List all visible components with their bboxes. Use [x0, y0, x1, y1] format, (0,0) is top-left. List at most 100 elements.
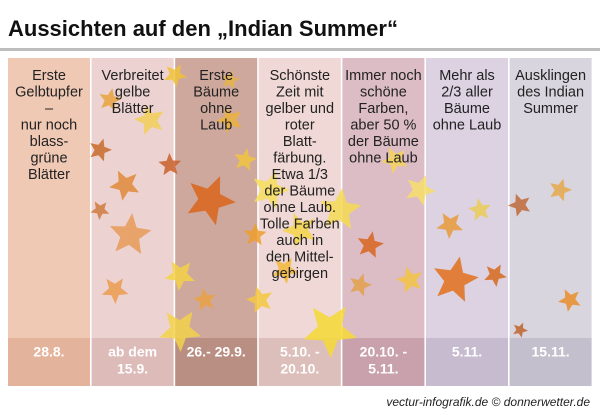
leaves: [90, 64, 581, 358]
column-text: 2/3 aller: [441, 84, 493, 100]
column-text: Farben,: [358, 101, 408, 117]
leaf: [381, 147, 408, 174]
column-text: Ausklingen: [515, 68, 586, 84]
column-text: gelber und: [266, 101, 335, 117]
leaf: [357, 231, 384, 258]
leaf: [101, 278, 129, 304]
leaf: [406, 175, 436, 206]
credit: vectur-infografik.de © donnerwetter.de: [386, 395, 590, 409]
column-text: Laub: [200, 117, 232, 133]
leaf: [109, 213, 152, 254]
date-text: 15.11.: [532, 344, 570, 360]
date-text: 26.- 29.9.: [187, 344, 246, 360]
leaf: [109, 170, 140, 201]
columns: [8, 58, 592, 386]
leaf: [99, 88, 122, 111]
column-text: nur noch: [21, 117, 77, 133]
column-text: ohne Laub.: [264, 200, 337, 216]
column-text: blass-: [30, 134, 69, 150]
date-bg: [175, 338, 258, 386]
leaf: [558, 289, 581, 312]
leaf: [246, 286, 272, 313]
leaf: [282, 213, 315, 248]
leaf: [216, 106, 242, 134]
date-text: 5.11.: [368, 361, 398, 377]
column-text: Blätter: [112, 101, 154, 117]
column-text: Tolle Farben: [260, 216, 340, 232]
column-text: Immer noch: [345, 68, 422, 84]
column-text: Summer: [523, 101, 578, 117]
column-text: den Mittel-: [266, 249, 334, 265]
column-text: ohne Laub: [349, 150, 418, 166]
column-text: Blätter: [28, 167, 70, 183]
column-text: Blatt-: [283, 134, 317, 150]
column-text: gelbe: [115, 84, 150, 100]
leaf: [187, 176, 236, 226]
column-text: Verbreitet: [102, 68, 164, 84]
leaf: [396, 266, 422, 293]
leaf: [436, 213, 463, 239]
column-text: Erste: [32, 68, 66, 84]
column-text: gebirgen: [272, 266, 328, 282]
column-text: auch in: [276, 233, 323, 249]
leaf: [243, 223, 267, 245]
column-text: des Indian: [517, 84, 584, 100]
column-bg: [342, 58, 425, 338]
column-text: schöne: [360, 84, 407, 100]
column-text: aber 50 %: [350, 117, 416, 133]
date-bg: [91, 338, 174, 386]
leaf: [484, 264, 507, 287]
date-text: 5.10. -: [280, 344, 320, 360]
date-text: 20.10. -: [360, 344, 408, 360]
leaf: [253, 170, 290, 209]
leaf: [134, 104, 164, 135]
column-text: Zeit mit: [276, 84, 324, 100]
date-text: 5.11.: [452, 344, 482, 360]
leaf: [159, 311, 202, 352]
date-text: 28.8.: [33, 344, 64, 360]
leaf: [550, 178, 572, 202]
column-text: Gelbtupfer: [15, 84, 83, 100]
date-text: 15.9.: [117, 361, 148, 377]
column-text: roter: [285, 117, 315, 133]
column-text: grüne: [30, 150, 67, 166]
column-text: der Bäume: [348, 134, 419, 150]
date-text: ab dem: [108, 344, 157, 360]
column-text: –: [45, 101, 54, 117]
leaf: [158, 153, 182, 176]
column-text: Etwa 1/3: [272, 167, 328, 183]
column-text: Mehr als: [439, 68, 495, 84]
column-text: Bäume: [444, 101, 490, 117]
leaf: [221, 70, 240, 90]
column-text: Erste: [199, 68, 233, 84]
leaf: [350, 273, 372, 297]
column-bg: [8, 58, 90, 338]
date-text: 20.10.: [280, 361, 319, 377]
leaf: [193, 288, 216, 311]
leaf: [90, 201, 110, 220]
column-text: färbung.: [273, 150, 326, 166]
column-text: Schönste: [270, 68, 330, 84]
leaf: [90, 138, 112, 162]
leaf: [468, 198, 491, 221]
date-bg: [8, 338, 90, 386]
leaf: [164, 64, 187, 87]
leaf: [234, 148, 257, 171]
column-text: ohne Laub: [433, 117, 502, 133]
leaf: [272, 257, 299, 284]
column-text: ohne: [200, 101, 232, 117]
date-bg: [509, 338, 592, 386]
date-bg: [426, 338, 508, 386]
column-bg: [509, 58, 592, 338]
leaf: [303, 306, 357, 358]
leaf: [319, 188, 362, 229]
title-rule: [0, 48, 600, 51]
title: Aussichten auf den „Indian Summer“: [8, 16, 398, 41]
column-text: der Bäume: [264, 183, 335, 199]
column-text: Bäume: [193, 84, 239, 100]
leaf: [164, 261, 195, 291]
date-bg: [342, 338, 425, 386]
leaf: [508, 193, 530, 217]
